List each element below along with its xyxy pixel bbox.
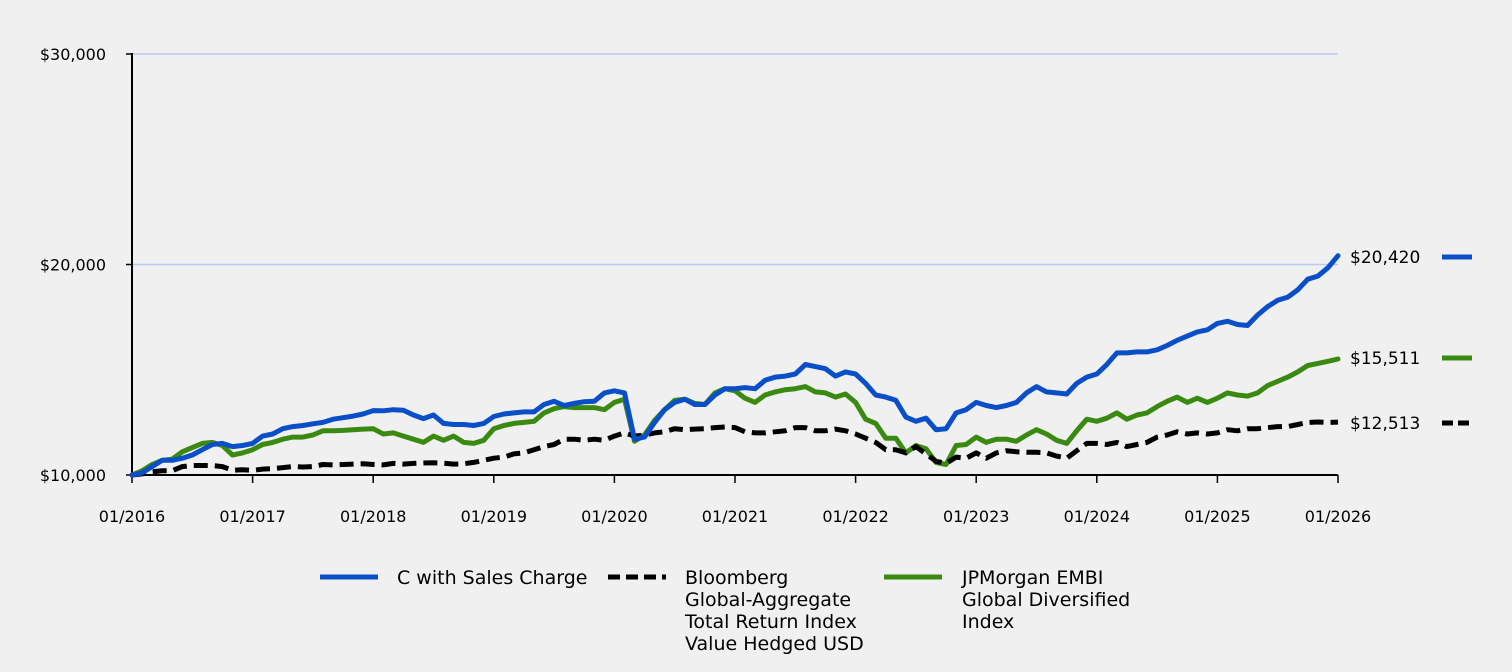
legend: C with Sales Charge Bloomberg Global-Aggre… bbox=[320, 567, 1130, 655]
legend-label: C with Sales Charge bbox=[397, 567, 587, 589]
x-tick-label: 01/2024 bbox=[1064, 507, 1130, 526]
x-tick-label: 01/2021 bbox=[702, 507, 768, 526]
legend-label: Bloomberg Global-Aggregate Total Return In… bbox=[684, 567, 864, 655]
x-tick-label: 01/2016 bbox=[99, 507, 165, 526]
y-tick-label: $30,000 bbox=[40, 45, 106, 64]
x-tick-label: 01/2025 bbox=[1184, 507, 1250, 526]
x-tick-label: 01/2017 bbox=[219, 507, 285, 526]
y-axis-ticks: $10,000 $20,000 $30,000 bbox=[40, 45, 132, 485]
x-tick-label: 01/2022 bbox=[822, 507, 888, 526]
end-value-label: $12,513 bbox=[1350, 414, 1420, 434]
end-value-label: $20,420 bbox=[1350, 248, 1420, 268]
legend-label-line: Total Return Index bbox=[684, 611, 857, 633]
legend-label-line: Value Hedged USD bbox=[685, 633, 864, 655]
x-tick-label: 01/2018 bbox=[340, 507, 406, 526]
series-line-c-with-sales-charge bbox=[129, 253, 1341, 478]
series-line-jpmorgan-embi bbox=[129, 356, 1341, 478]
legend-label-line: Global Diversified bbox=[962, 589, 1130, 611]
x-tick-label: 01/2020 bbox=[581, 507, 647, 526]
legend-label-line: Global-Aggregate bbox=[685, 589, 851, 611]
x-tick-label: 01/2019 bbox=[461, 507, 527, 526]
series-line-bloomberg-global-aggregate bbox=[131, 419, 1339, 478]
y-tick-label: $10,000 bbox=[40, 466, 106, 485]
y-tick-label: $20,000 bbox=[40, 256, 106, 275]
legend-label-line: Bloomberg bbox=[685, 567, 788, 589]
gridlines bbox=[132, 53, 1338, 266]
legend-label-line: C with Sales Charge bbox=[397, 567, 587, 589]
x-axis-ticks: 01/2016 01/2017 01/2018 01/2019 01/2020 01/20… bbox=[99, 475, 1371, 526]
end-value-labels: $20,420 $12,513 $15,511 bbox=[1350, 248, 1472, 434]
legend-label: JPMorgan EMBI Global Diversified Index bbox=[961, 567, 1130, 633]
end-value-label: $15,511 bbox=[1350, 349, 1420, 369]
legend-label-line: JPMorgan EMBI bbox=[961, 567, 1103, 589]
series-lines bbox=[129, 253, 1341, 478]
x-tick-label: 01/2023 bbox=[943, 507, 1009, 526]
legend-label-line: Index bbox=[962, 611, 1014, 633]
x-tick-label: 01/2026 bbox=[1305, 507, 1371, 526]
